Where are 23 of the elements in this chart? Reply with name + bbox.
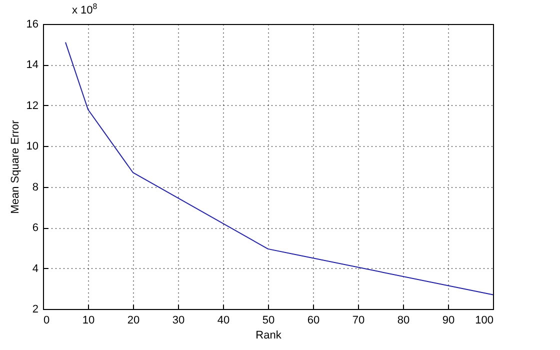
- x-tick-label: 0: [44, 314, 50, 326]
- y-tick-label: 6: [32, 222, 38, 234]
- y-tick-label: 12: [26, 100, 38, 112]
- x-tick-label: 80: [397, 314, 410, 326]
- x-tick-label: 30: [172, 314, 185, 326]
- y-tick-label: 16: [26, 18, 38, 30]
- x-tick-label: 10: [82, 314, 95, 326]
- x-tick-label: 50: [262, 314, 275, 326]
- x-tick-label: 100: [475, 314, 494, 326]
- y-tick-label: 4: [32, 262, 38, 275]
- x-tick-label: 20: [127, 314, 140, 326]
- y-tick-label: 14: [26, 59, 38, 72]
- x-tick-label: 40: [217, 314, 230, 326]
- line-series: [65, 42, 494, 296]
- x-tick-label: 60: [307, 314, 320, 326]
- text: x 10$^{8}$: [72, 2, 98, 17]
- y-tick-label: 8: [32, 181, 38, 194]
- x-axis-title: Rank: [256, 330, 282, 342]
- x-tick-label: 90: [442, 314, 455, 326]
- x-tick-label: 70: [352, 314, 365, 326]
- y-tick-label: 10: [26, 140, 38, 153]
- y-axis-title: Mean Square Error: [9, 120, 22, 214]
- y-tick-label: 2: [32, 304, 38, 316]
